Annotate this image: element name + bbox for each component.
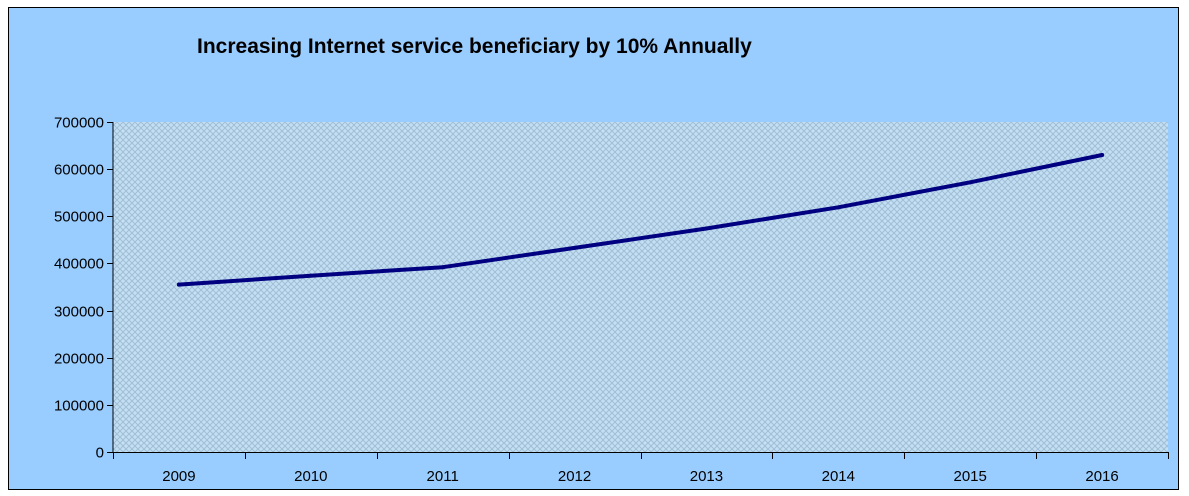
y-tick-label: 0 [96, 445, 104, 462]
x-tick-label: 2009 [162, 468, 195, 485]
y-tick-label: 300000 [54, 304, 104, 321]
x-tick-label: 2013 [690, 468, 723, 485]
x-tick-label: 2016 [1085, 468, 1118, 485]
y-tick-label: 200000 [54, 351, 104, 368]
data-point [1100, 153, 1105, 157]
chart-title: Increasing Internet service beneficiary … [197, 35, 752, 58]
x-tick-label: 2015 [954, 468, 987, 485]
y-tick-label: 100000 [54, 398, 104, 415]
y-tick-label: 700000 [54, 115, 104, 132]
plot-area [113, 122, 1168, 452]
x-tick-label: 2012 [558, 468, 591, 485]
data-point [968, 180, 973, 185]
y-tick-label: 400000 [54, 256, 104, 273]
x-tick-label: 2014 [822, 468, 855, 485]
series-line [176, 153, 1105, 287]
y-tick-label: 600000 [54, 162, 104, 179]
data-point [308, 273, 313, 278]
x-tick-label: 2011 [427, 468, 459, 485]
data-point [704, 226, 709, 231]
line-chart: Increasing Internet service beneficiary … [54, 35, 1169, 485]
data-point [572, 245, 577, 250]
x-tick-label: 2010 [294, 468, 327, 485]
data-point [176, 282, 181, 287]
chart-area: Increasing Internet service beneficiary … [8, 7, 1179, 490]
data-point [836, 205, 841, 210]
data-point [440, 265, 445, 270]
y-tick-label: 500000 [54, 209, 104, 226]
